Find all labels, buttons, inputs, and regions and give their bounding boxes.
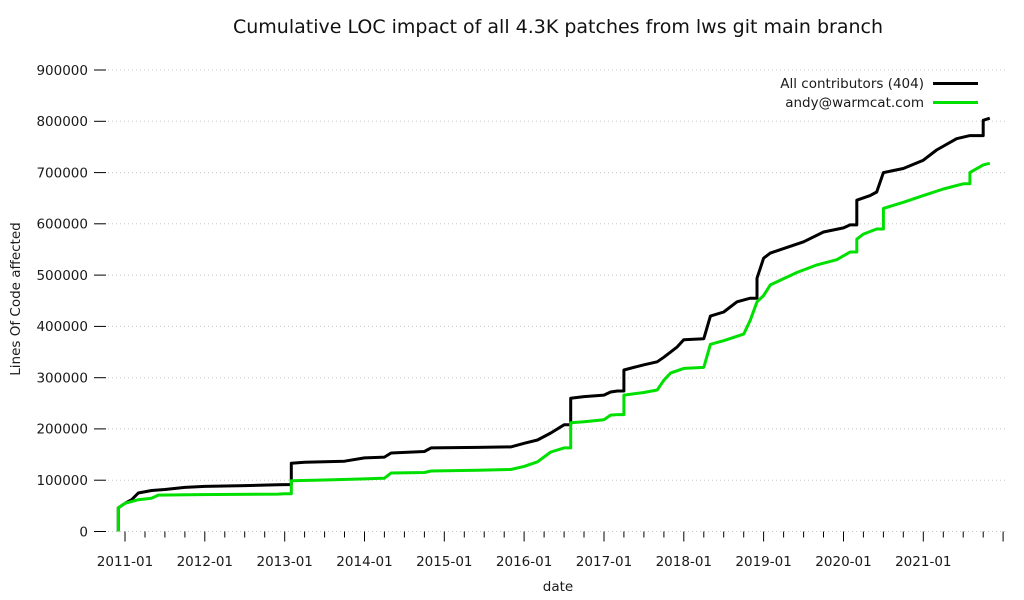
y-tick-label: 100000 — [36, 473, 88, 489]
y-tick-label: 800000 — [36, 114, 88, 130]
x-tick-label: 2015-01 — [416, 554, 472, 570]
x-tick-label: 2017-01 — [576, 554, 632, 570]
x-tick-label: 2011-01 — [97, 554, 153, 570]
y-tick-label: 300000 — [36, 371, 88, 387]
x-tick-label: 2019-01 — [735, 554, 791, 570]
y-tick-label: 900000 — [36, 63, 88, 79]
legend-label-andy: andy@warmcat.com — [785, 94, 924, 111]
y-tick-label: 200000 — [36, 422, 88, 438]
legend-line-sample-green — [933, 100, 978, 105]
series-line-andy — [116, 161, 991, 532]
legend-line-sample-black — [933, 81, 978, 86]
x-tick-label: 2021-01 — [895, 554, 951, 570]
y-tick-label: 700000 — [36, 165, 88, 181]
legend-item-andy: andy@warmcat.com — [780, 93, 978, 112]
legend: All contributors (404) andy@warmcat.com — [780, 74, 978, 112]
legend-item-all-contributors: All contributors (404) — [780, 74, 978, 93]
series-line-all-contributors — [116, 116, 991, 532]
x-tick-label: 2012-01 — [177, 554, 233, 570]
x-axis-title: date — [542, 579, 574, 595]
y-tick-label: 0 — [79, 524, 88, 540]
x-tick-label: 2014-01 — [336, 554, 392, 570]
chart-title: Cumulative LOC impact of all 4.3K patche… — [232, 16, 884, 38]
x-tick-label: 2016-01 — [496, 554, 552, 570]
x-tick-label: 2013-01 — [256, 554, 312, 570]
y-tick-label: 600000 — [36, 217, 88, 233]
x-tick-label: 2018-01 — [656, 554, 712, 570]
legend-label-all-contributors: All contributors (404) — [780, 75, 924, 92]
y-tick-label: 400000 — [36, 319, 88, 335]
y-tick-label: 500000 — [36, 268, 88, 284]
x-tick-label: 2020-01 — [815, 554, 871, 570]
